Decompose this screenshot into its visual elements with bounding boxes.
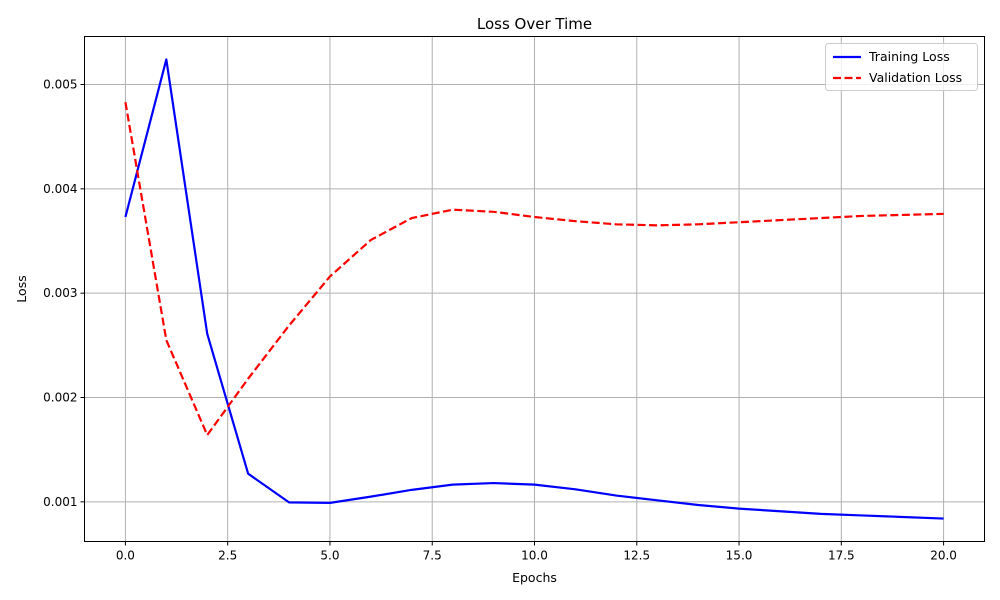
y-tick-label: 0.003 [43, 286, 77, 300]
legend-box [825, 43, 978, 91]
series-line-validation-loss [124, 102, 944, 437]
x-tick-label: 5.0 [320, 549, 339, 563]
y-tick-label: 0.001 [43, 495, 77, 509]
legend-label-validation-loss: Validation Loss [869, 70, 962, 85]
y-tick-label: 0.002 [43, 391, 77, 405]
x-tick-label: 0.0 [116, 549, 135, 563]
x-tick-label: 2.5 [218, 549, 237, 563]
x-axis: 0.0 2.5 5.0 7.5 10.0 12.5 15.0 17.5 20.0 [116, 541, 957, 563]
y-axis: 0.001 0.002 0.003 0.004 0.005 [43, 77, 85, 509]
x-axis-title: Epochs [512, 570, 557, 585]
legend: Training Loss Validation Loss [825, 43, 978, 91]
x-tick-label: 17.5 [828, 549, 855, 563]
grid [84, 36, 985, 542]
series-layer [124, 58, 944, 520]
y-tick-label: 0.004 [43, 182, 77, 196]
y-axis-title: Loss [14, 275, 29, 302]
x-tick-label: 20.0 [930, 549, 957, 563]
chart-title: Loss Over Time [477, 15, 592, 33]
x-tick-label: 10.0 [521, 549, 548, 563]
x-tick-label: 7.5 [423, 549, 442, 563]
x-tick-label: 15.0 [726, 549, 753, 563]
x-tick-label: 12.5 [623, 549, 650, 563]
series-line-training-loss [124, 58, 944, 520]
y-tick-label: 0.005 [43, 77, 77, 91]
legend-label-training-loss: Training Loss [868, 49, 950, 64]
